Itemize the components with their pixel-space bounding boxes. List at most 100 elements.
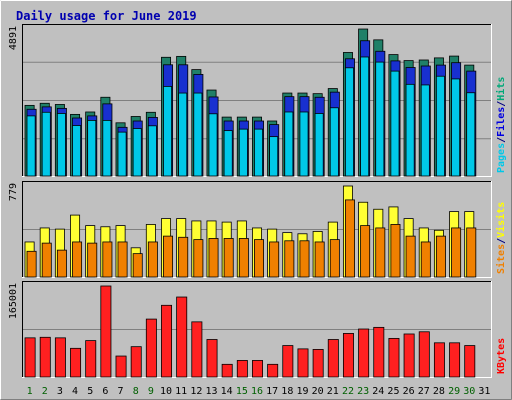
bar-kbytes-day-2 [39,336,51,378]
bar-sites-day-24 [375,227,386,278]
bar-pages-day-17 [269,136,279,177]
bar-kbytes-day-12 [191,321,203,378]
bar-pages-day-21 [329,107,339,177]
bar-pages-day-19 [299,111,309,177]
x-tick-label-day-29: 29 [448,386,460,397]
x-tick-label-day-22: 22 [342,386,354,397]
bar-pages-day-10 [163,86,173,177]
bar-kbytes-day-18 [282,345,294,378]
bar-kbytes-day-11 [176,296,188,378]
bar-pages-day-28 [435,75,445,177]
bar-kbytes-day-4 [70,347,82,378]
bar-pages-day-24 [375,61,385,177]
bar-pages-day-22 [344,67,354,177]
bar-kbytes-day-24 [373,326,385,378]
bar-sites-day-3 [56,249,67,278]
bar-kbytes-day-21 [327,339,339,378]
legend-sites-text: Sites [495,244,507,274]
y-axis-max-label: 4891 [8,26,19,50]
bar-kbytes-day-23 [358,328,370,378]
y-axis-max-label: 165001 [8,283,19,319]
bar-sites-day-9 [147,241,158,278]
bar-kbytes-day-17 [267,363,279,378]
x-tick-label-day-16: 16 [251,386,263,397]
bar-kbytes-day-5 [85,340,97,378]
y-axis-max-label: 779 [8,183,19,201]
x-tick-label-day-18: 18 [281,386,293,397]
bar-pages-day-9 [147,125,157,177]
x-tick-label-day-21: 21 [327,386,339,397]
series-legend-label: Pages/Files/Hits [495,77,507,173]
bar-pages-day-7 [117,131,127,177]
bar-kbytes-day-7 [115,355,127,378]
bar-kbytes-day-27 [418,331,430,378]
bar-kbytes-day-20 [312,349,324,378]
bar-sites-day-27 [420,241,431,278]
bar-kbytes-day-9 [145,318,157,378]
bar-pages-day-12 [193,92,203,177]
x-tick-label-day-8: 8 [133,386,139,397]
bar-pages-day-30 [466,92,476,177]
bar-sites-day-22 [344,199,355,278]
x-tick-label-day-4: 4 [72,386,78,397]
legend-visits-text: Visits [495,202,507,238]
bar-sites-day-14 [223,238,234,278]
bar-kbytes-day-25 [388,337,400,378]
bar-kbytes-day-28 [433,342,445,378]
x-tick-label-day-15: 15 [236,386,248,397]
x-tick-label-day-6: 6 [102,386,108,397]
bar-pages-day-23 [360,56,370,177]
bar-pages-day-20 [314,113,324,177]
bar-kbytes-day-3 [54,337,66,378]
bar-pages-day-27 [420,84,430,177]
bar-sites-day-8 [132,253,143,278]
chart-title: Daily usage for June 2019 [16,9,197,23]
bar-sites-day-10 [163,235,174,278]
bar-sites-day-2 [41,242,52,278]
bar-pages-day-3 [56,113,66,177]
bar-sites-day-25 [390,224,401,278]
series-legend-label: Sites/Visits [495,202,507,274]
bar-sites-day-19 [299,240,310,278]
bar-kbytes-day-15 [236,360,248,378]
bar-kbytes-day-29 [449,342,461,378]
bar-pages-day-1 [26,115,36,177]
x-tick-label-day-2: 2 [42,386,48,397]
bar-kbytes-day-16 [252,360,263,378]
legend--text: / [496,101,507,107]
bar-sites-day-4 [72,241,83,278]
bar-pages-day-5 [87,119,97,177]
bar-kbytes-day-26 [403,333,415,378]
bar-pages-day-14 [223,130,233,177]
bar-sites-day-15 [238,238,249,278]
x-tick-label-day-31: 31 [478,386,490,397]
legend-pages-text: Pages [496,143,507,173]
x-tick-label-day-3: 3 [57,386,63,397]
bar-kbytes-day-6 [100,285,112,378]
bar-sites-day-20 [314,241,325,278]
bar-sites-day-6 [102,241,113,278]
panel-kbytes: 165001 KBytes [8,281,507,378]
x-tick-label-day-7: 7 [118,386,124,397]
bar-pages-day-26 [405,83,415,177]
bar-pages-day-15 [238,128,248,177]
bar-pages-day-13 [208,113,218,177]
series-legend-label: KBytes [496,338,507,374]
x-tick-label-day-27: 27 [418,386,430,397]
bar-sites-day-1 [26,250,37,278]
bar-kbytes-day-30 [464,345,476,378]
bar-sites-day-7 [117,241,128,278]
x-tick-label-day-30: 30 [463,386,475,397]
bar-sites-day-5 [87,242,98,278]
bar-kbytes-day-14 [221,363,233,378]
bar-pages-day-8 [132,128,142,177]
legend-kbytes-text: KBytes [496,338,507,374]
bar-kbytes-day-22 [342,333,354,378]
x-tick-label-day-13: 13 [205,386,217,397]
bar-sites-day-17 [269,241,280,278]
x-tick-label-day-24: 24 [372,386,384,397]
bar-sites-day-18 [284,240,295,278]
bar-kbytes-day-10 [161,304,173,378]
